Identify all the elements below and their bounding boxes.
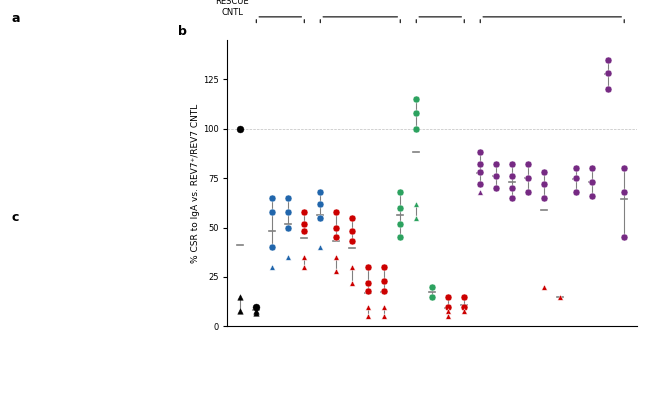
Point [299, 264, 309, 270]
Point [443, 294, 454, 300]
Point [283, 195, 294, 201]
Point [475, 149, 486, 156]
Point [411, 201, 421, 207]
Text: c: c [11, 211, 18, 224]
Point [379, 278, 389, 284]
Point [587, 193, 597, 199]
Point [443, 307, 454, 314]
Point [379, 303, 389, 310]
Point [459, 303, 469, 310]
Point [539, 169, 549, 176]
Point [395, 205, 406, 211]
Y-axis label: % CSR to IgA vs. REV7⁺/REV7 CNTL: % CSR to IgA vs. REV7⁺/REV7 CNTL [191, 103, 200, 263]
Point [571, 165, 581, 172]
Point [603, 57, 614, 63]
Point [379, 264, 389, 270]
Point [411, 125, 421, 132]
Point [379, 313, 389, 320]
Point [603, 70, 614, 76]
Point [363, 280, 374, 286]
Point [251, 309, 261, 316]
Point [619, 189, 629, 195]
Point [459, 294, 469, 300]
Point [315, 215, 326, 221]
Point [235, 125, 246, 132]
Text: a: a [11, 12, 20, 25]
Point [587, 165, 597, 172]
Point [523, 175, 534, 181]
Point [283, 224, 294, 231]
Point [267, 195, 278, 201]
Point [331, 209, 341, 215]
Point [331, 268, 341, 274]
Point [299, 254, 309, 260]
Point [235, 307, 246, 314]
Point [587, 179, 597, 185]
Point [539, 195, 549, 201]
Point [507, 173, 517, 179]
Point [475, 181, 486, 187]
Point [459, 307, 469, 314]
Point [507, 161, 517, 168]
Point [539, 284, 549, 290]
Point [491, 173, 501, 179]
Point [475, 189, 486, 195]
Point [315, 201, 326, 207]
Point [235, 294, 246, 300]
Point [347, 228, 358, 235]
Point [427, 294, 437, 300]
Point [363, 313, 374, 320]
Point [347, 215, 358, 221]
Point [331, 254, 341, 260]
Point [267, 209, 278, 215]
Point [395, 220, 406, 227]
Point [539, 181, 549, 187]
Point [299, 220, 309, 227]
Text: b: b [178, 25, 187, 39]
Point [491, 185, 501, 191]
Point [523, 161, 534, 168]
Point [443, 303, 454, 310]
Point [299, 228, 309, 235]
Point [555, 294, 566, 300]
Point [331, 234, 341, 241]
Point [491, 161, 501, 168]
Point [363, 264, 374, 270]
Point [315, 189, 326, 195]
Point [523, 189, 534, 195]
Point [395, 234, 406, 241]
Point [507, 185, 517, 191]
Point [347, 238, 358, 244]
Point [475, 169, 486, 176]
Point [475, 161, 486, 168]
Point [347, 264, 358, 270]
Point [267, 244, 278, 250]
Point [443, 313, 454, 320]
Point [507, 195, 517, 201]
Point [603, 86, 614, 92]
Point [411, 96, 421, 102]
Point [267, 264, 278, 270]
Point [299, 209, 309, 215]
Point [363, 288, 374, 294]
Point [619, 165, 629, 172]
Text: RESCUE
CNTL: RESCUE CNTL [216, 0, 249, 17]
Point [619, 234, 629, 241]
Point [315, 244, 326, 250]
Point [411, 110, 421, 116]
Point [251, 307, 261, 314]
Point [571, 175, 581, 181]
Point [395, 189, 406, 195]
Point [331, 224, 341, 231]
Point [411, 215, 421, 221]
Point [347, 280, 358, 286]
Point [283, 209, 294, 215]
Point [363, 303, 374, 310]
Point [571, 189, 581, 195]
Point [251, 303, 261, 310]
Point [283, 254, 294, 260]
Point [379, 288, 389, 294]
Point [427, 284, 437, 290]
